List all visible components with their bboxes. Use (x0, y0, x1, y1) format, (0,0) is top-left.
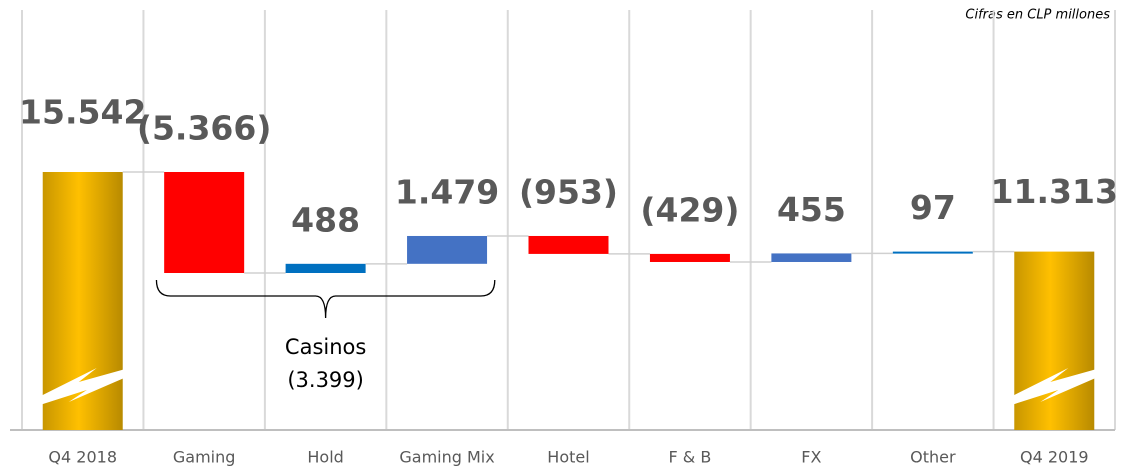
axis-break (36, 368, 129, 406)
annotation-text: Casinos (285, 335, 366, 359)
bracket (155, 279, 496, 319)
x-tick-label: Gaming (173, 448, 236, 467)
value-label: 1.479 (395, 172, 499, 211)
bar (528, 235, 609, 254)
bar (407, 235, 488, 264)
bar (892, 251, 973, 254)
bar (771, 253, 852, 262)
value-label: 11.313 (991, 172, 1118, 211)
x-tick-label: Q4 2019 (1020, 448, 1089, 467)
annotation-value: (3.399) (287, 368, 364, 392)
x-tick-label: FX (801, 448, 821, 467)
bar (164, 172, 245, 273)
value-label: 97 (910, 188, 956, 227)
x-tick-label: F & B (669, 448, 712, 467)
x-tick-label: Hold (307, 448, 343, 467)
value-label: (953) (519, 172, 618, 211)
bar (649, 253, 730, 262)
value-label: 455 (777, 190, 846, 229)
bar (1014, 251, 1095, 430)
x-tick-label: Gaming Mix (399, 448, 494, 467)
value-label: 488 (291, 200, 360, 239)
x-tick-label: Hotel (547, 448, 589, 467)
value-label: (5.366) (137, 109, 272, 148)
x-tick-label: Other (910, 448, 956, 467)
note: Cifras en CLP millones (965, 8, 1110, 23)
x-tick-label: Q4 2018 (48, 448, 117, 467)
value-label: (429) (640, 190, 739, 229)
bar (285, 263, 366, 273)
value-label: 15.542 (19, 93, 146, 132)
axis-break (1008, 368, 1101, 406)
